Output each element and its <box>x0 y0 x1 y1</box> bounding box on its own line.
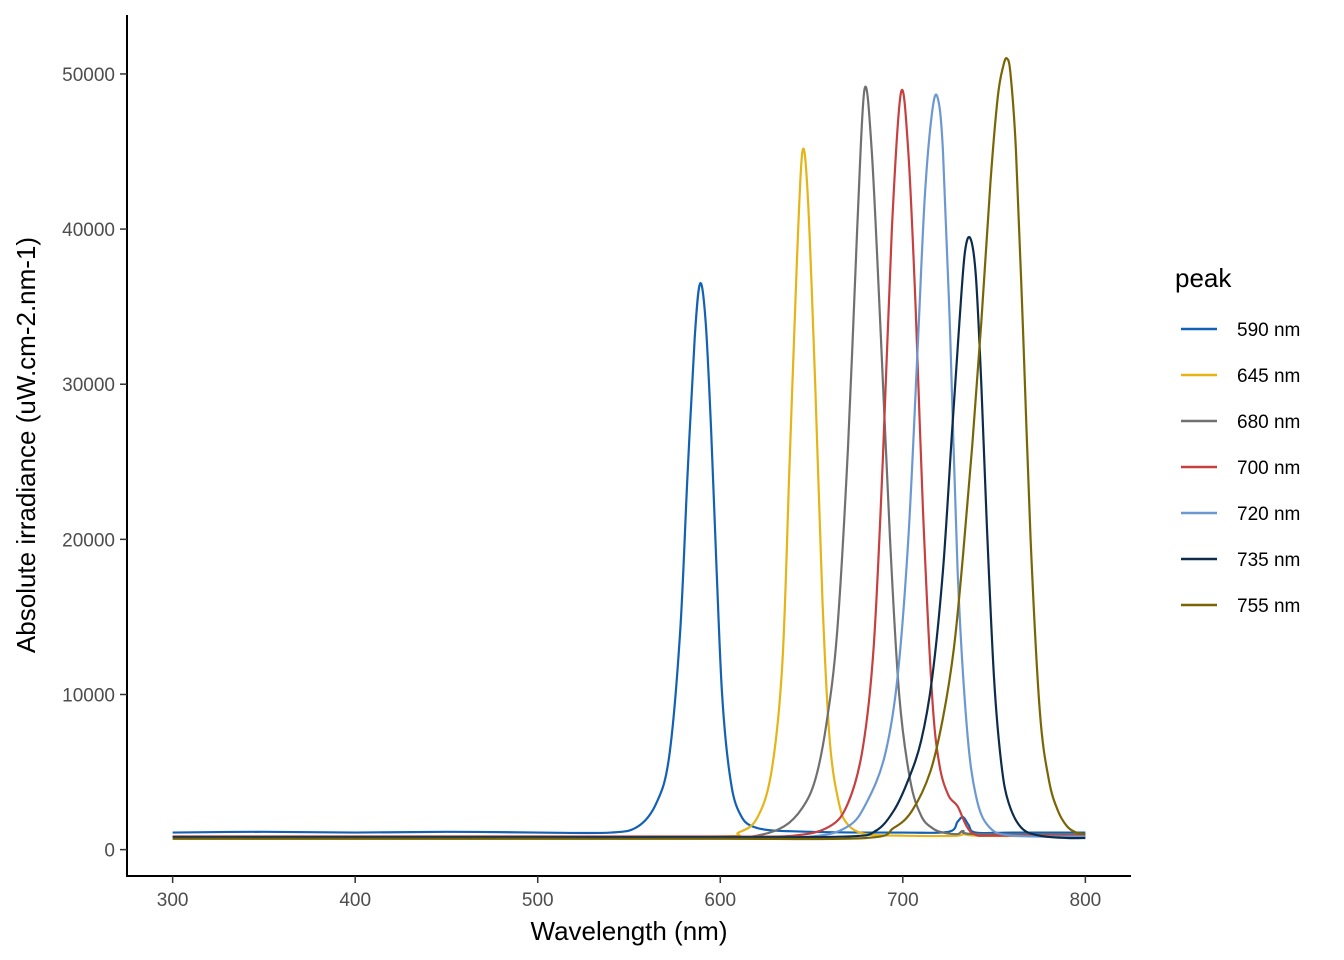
legend-label: 755 nm <box>1237 596 1300 617</box>
x-tick-label: 500 <box>522 890 554 911</box>
x-axis-ticks: 300 400 500 600 700 800 <box>157 876 1101 911</box>
y-tick-label: 10000 <box>62 685 115 706</box>
legend-title: peak <box>1175 263 1232 293</box>
legend-label: 735 nm <box>1237 550 1300 571</box>
legend-items: 590 nm 645 nm 680 nm 700 nm 720 nm 735 nm 755 … <box>1181 320 1300 617</box>
series-line-755-nm <box>172 57 1086 841</box>
y-tick-label: 0 <box>104 841 115 862</box>
series-line-735-nm <box>172 235 1086 840</box>
x-tick-label: 700 <box>887 890 919 911</box>
series-line-590-nm <box>172 282 1086 835</box>
x-axis-title: Wavelength (nm) <box>531 916 728 946</box>
y-tick-label: 30000 <box>62 375 115 396</box>
x-tick-label: 300 <box>157 890 189 911</box>
y-axis-title: Absolute irradiance (uW.cm-2.nm-1) <box>11 237 41 653</box>
legend-label: 680 nm <box>1237 412 1300 433</box>
legend-label: 590 nm <box>1237 320 1300 341</box>
legend-label: 700 nm <box>1237 458 1300 479</box>
legend-label: 720 nm <box>1237 504 1300 525</box>
legend-label: 645 nm <box>1237 366 1300 387</box>
series-line-720-nm <box>172 93 1086 839</box>
x-tick-label: 800 <box>1070 890 1102 911</box>
y-axis-ticks: 0 10000 20000 30000 40000 50000 <box>62 65 127 862</box>
y-tick-label: 40000 <box>62 220 115 241</box>
y-tick-label: 50000 <box>62 65 115 86</box>
series-line-700-nm <box>172 89 1086 838</box>
legend: peak 590 nm 645 nm 680 nm 700 nm 720 nm 735 n… <box>1175 263 1300 617</box>
series-line-680-nm <box>172 85 1086 839</box>
series-layer <box>172 57 1086 841</box>
y-tick-label: 20000 <box>62 530 115 551</box>
x-tick-label: 600 <box>704 890 736 911</box>
x-tick-label: 400 <box>339 890 371 911</box>
